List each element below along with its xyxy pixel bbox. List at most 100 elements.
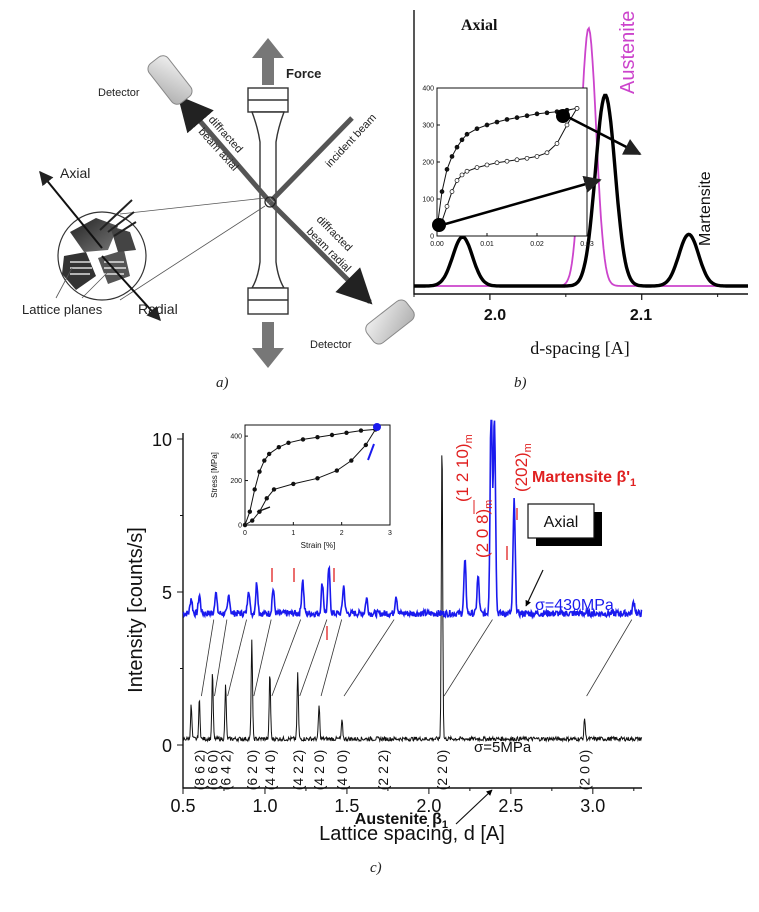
c-ytick-10: 10 bbox=[152, 430, 172, 450]
c-xtick-label-5: 3.0 bbox=[580, 796, 605, 816]
b-inset-point-0-13 bbox=[534, 111, 540, 117]
zoom-line-top bbox=[119, 197, 266, 215]
b-inset-point-0-4 bbox=[454, 144, 460, 150]
martensite-hkl-labels: (2 0 8)m (1 2 10)m (202)m bbox=[453, 434, 534, 558]
c-inset-point-0-8 bbox=[300, 437, 306, 442]
c-link-2 bbox=[227, 619, 247, 697]
b-inset-point-0-6 bbox=[464, 131, 470, 137]
martensite-curve bbox=[414, 93, 748, 288]
low-stress-spectrum bbox=[182, 455, 643, 743]
panel-a: Force Detector Detector incident beam di… bbox=[22, 38, 415, 391]
c-inset-point-0-6 bbox=[276, 445, 282, 450]
austenite-title: Austenite β1 bbox=[355, 811, 448, 831]
b-inset-point-0-1 bbox=[439, 189, 445, 194]
force-arrow-up-icon bbox=[252, 38, 284, 85]
b-inset-point-1-6 bbox=[464, 168, 470, 174]
panel-c: 0.5 1.0 1.5 2.0 2.5 3.0 0 5 10 Intensity [cou… bbox=[125, 419, 643, 876]
inset-arrow-low bbox=[441, 175, 602, 227]
panel-c-xlabel: Lattice spacing, d [A] bbox=[319, 823, 505, 845]
sigma-high-arrow bbox=[525, 569, 544, 607]
b-inset-point-1-10 bbox=[504, 158, 510, 164]
c-link-3 bbox=[253, 619, 272, 697]
b-inset-point-1-5 bbox=[459, 172, 465, 178]
panel-b-xtick-2-0: 2.0 bbox=[484, 307, 506, 324]
c-link-7 bbox=[343, 619, 395, 697]
peak-link-lines bbox=[200, 619, 633, 697]
c-inset-point-0-5 bbox=[266, 451, 272, 457]
b-inset-ytick-label-3: 300 bbox=[422, 123, 434, 130]
c-inset-ytick-label-2: 400 bbox=[230, 434, 242, 441]
b-inset-point-0-11 bbox=[514, 115, 520, 120]
panel-c-inset-frame bbox=[244, 424, 391, 526]
c-inset-ytick-label-0: 0 bbox=[238, 523, 242, 530]
b-inset-point-1-3 bbox=[449, 189, 455, 194]
c-inset-point-1-1 bbox=[250, 518, 255, 523]
panel-b-title: Axial bbox=[461, 17, 498, 34]
c-hkl-label-10: (2 0 0) bbox=[577, 750, 593, 790]
c-inset-point-0-1 bbox=[247, 509, 253, 514]
b-inset-point-1-4 bbox=[454, 178, 460, 183]
lattice-planes-label: Lattice planes bbox=[22, 302, 103, 317]
b-inset-point-0-9 bbox=[494, 119, 500, 125]
c-xtick-label-4: 2.5 bbox=[498, 796, 523, 816]
c-inset-point-0-12 bbox=[358, 428, 364, 433]
c-inset-xtick-label-2: 2 bbox=[340, 530, 344, 537]
force-label: Force bbox=[286, 66, 321, 81]
b-inset-xtick-label-3: 0.03 bbox=[580, 241, 594, 248]
austenite-hkl-labels: (8 6 2)(6 6 0)(6 4 2) (6 2 0) (4 4 0) (4 2 … bbox=[191, 750, 592, 790]
c-inset-point-0-3 bbox=[257, 469, 262, 474]
c-inset-ylabel: Stress [MPa] bbox=[210, 452, 219, 498]
martensite-tick-marks bbox=[271, 508, 518, 640]
b-inset-point-1-2 bbox=[444, 204, 450, 209]
inset-marker-high bbox=[556, 109, 570, 123]
c-xtick-label-3: 2.0 bbox=[416, 796, 441, 816]
b-inset-point-1-14 bbox=[544, 150, 550, 156]
c-inset-point-0-4 bbox=[262, 458, 267, 463]
c-link-1 bbox=[214, 619, 228, 697]
b-inset-point-0-12 bbox=[524, 113, 530, 119]
c-inset-point-1-9 bbox=[363, 442, 369, 448]
force-arrow-down-icon bbox=[252, 322, 284, 368]
hkl-m-202: (202)m bbox=[512, 443, 534, 492]
c-link-9 bbox=[586, 619, 633, 697]
beam-intersection bbox=[264, 196, 276, 208]
panel-b-x-ticks bbox=[413, 294, 719, 300]
c-inset-point-1-3 bbox=[264, 496, 269, 501]
radial-arrow bbox=[101, 255, 161, 322]
c-hkl-label-3: (6 2 0) bbox=[244, 750, 260, 790]
hkl-m-208: (2 0 8)m bbox=[473, 500, 495, 558]
c-inset-point-0-7 bbox=[286, 440, 291, 445]
b-inset-xtick-label-1: 0.01 bbox=[480, 241, 494, 248]
sigma-low-label: σ=5MPa bbox=[474, 739, 532, 756]
c-inset-black-tick bbox=[256, 506, 271, 513]
panel-c-x-tick-labels: 0.5 1.0 1.5 2.0 2.5 3.0 bbox=[170, 796, 605, 816]
axial-arrow bbox=[39, 170, 103, 249]
b-inset-ytick-label-1: 100 bbox=[422, 197, 434, 204]
c-link-8 bbox=[443, 619, 493, 697]
c-inset-point-0-10 bbox=[329, 432, 335, 438]
c-ytick-5: 5 bbox=[162, 583, 172, 603]
c-hkl-label-4: (4 4 0) bbox=[262, 750, 278, 790]
c-link-5 bbox=[299, 619, 328, 697]
b-inset-point-0-5 bbox=[459, 137, 465, 143]
c-hkl-label-1: (6 6 0) bbox=[205, 750, 221, 790]
c-hkl-label-0: (8 6 2) bbox=[191, 750, 207, 790]
c-inset-xlabel: Strain [%] bbox=[301, 541, 336, 550]
detector-right-label: Detector bbox=[310, 339, 352, 351]
b-inset-ytick-label-4: 400 bbox=[422, 86, 434, 93]
c-xtick-label-0: 0.5 bbox=[170, 796, 195, 816]
c-inset-point-1-0 bbox=[242, 522, 248, 528]
panel-c-ticks bbox=[177, 438, 635, 794]
c-hkl-label-7: (4 0 0) bbox=[334, 750, 350, 790]
c-link-0 bbox=[200, 619, 215, 697]
axial-box-label: Axial bbox=[544, 514, 579, 531]
radial-label: Radial bbox=[138, 301, 178, 317]
c-hkl-label-9: (2 2 0) bbox=[434, 750, 450, 790]
b-inset-point-1-8 bbox=[484, 162, 490, 168]
austenite-arrow bbox=[455, 789, 493, 825]
lattice-pointer-2 bbox=[81, 267, 113, 299]
lattice-pointer-1 bbox=[55, 267, 73, 299]
panel-c-inset: 0 200 400 0 1 2 3 Stress [MPa] Strain [%] bbox=[210, 423, 392, 550]
c-hkl-label-6: (4 2 0) bbox=[311, 750, 327, 790]
